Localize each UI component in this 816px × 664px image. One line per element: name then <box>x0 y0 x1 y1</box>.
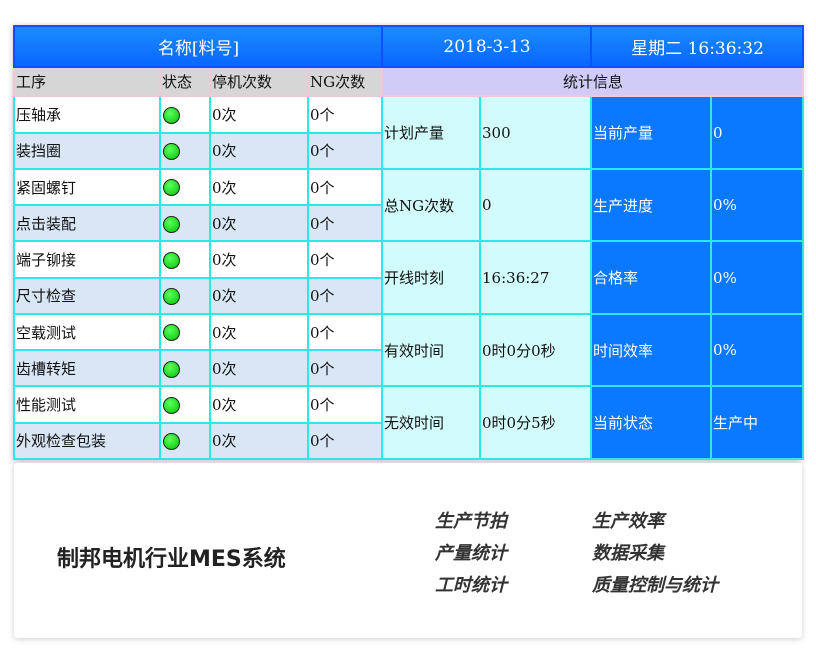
weekday-time-display: 星期二 16:36:32 <box>590 24 805 69</box>
status-indicator-icon <box>163 288 180 306</box>
stop-count: 0次 <box>209 204 309 243</box>
process-row: 点击装配 0次 0个 <box>13 204 803 243</box>
process-name: 点击装配 <box>13 204 161 243</box>
ng-count: 0个 <box>306 95 384 134</box>
feature-item: 生产效率 <box>592 511 664 532</box>
process-row: 性能测试 0次 0个 无效时间 0时0分5秒 当前状态 生产中 <box>13 385 805 460</box>
status-indicator-icon <box>163 433 180 451</box>
ng-count: 0个 <box>306 276 384 315</box>
date-display: 2018-3-13 <box>381 24 593 69</box>
stat-label: 当前产量 <box>590 95 713 170</box>
column-header-ng: NG次数 <box>306 66 384 98</box>
ng-count: 0个 <box>306 131 384 170</box>
stat-value: 0% <box>710 312 805 388</box>
stat-label: 无效时间 <box>381 385 482 460</box>
process-row: 尺寸检查 0次 0个 <box>13 276 803 315</box>
column-header-process: 工序 <box>13 66 161 98</box>
status-indicator-icon <box>163 143 180 161</box>
stat-label: 总NG次数 <box>381 167 482 243</box>
system-info-card: 制邦电机行业MES系统 生产节拍 生产效率 产量统计 数据采集 工时统计 质量控… <box>14 463 802 638</box>
feature-item: 生产节拍 <box>435 511 507 532</box>
stat-value: 0 <box>710 95 805 170</box>
process-name: 紧固螺钉 <box>13 167 161 207</box>
stop-count: 0次 <box>209 131 309 170</box>
stat-label: 开线时刻 <box>381 240 482 315</box>
ng-count: 0个 <box>306 421 384 461</box>
process-row: 端子铆接 0次 0个 开线时刻 16:36:27 合格率 0% <box>13 240 805 315</box>
process-name: 外观检查包装 <box>13 421 161 461</box>
stat-label: 生产进度 <box>590 167 713 243</box>
stop-count: 0次 <box>209 276 309 315</box>
process-row: 外观检查包装 0次 0个 <box>13 421 803 461</box>
process-row: 装挡圈 0次 0个 <box>13 131 803 170</box>
stat-label: 有效时间 <box>381 312 482 388</box>
status-indicator-icon <box>163 215 180 233</box>
stop-count: 0次 <box>209 349 309 388</box>
status-cell <box>159 276 211 315</box>
status-cell <box>159 131 211 170</box>
status-cell <box>159 385 211 424</box>
ng-count: 0个 <box>306 240 384 279</box>
stat-label: 时间效率 <box>590 312 713 388</box>
status-cell <box>159 312 211 352</box>
ng-count: 0个 <box>306 167 384 207</box>
process-row: 空载测试 0次 0个 有效时间 0时0分0秒 时间效率 0% <box>13 312 805 388</box>
column-header-status: 状态 <box>159 66 211 98</box>
ng-count: 0个 <box>306 385 384 424</box>
process-name: 装挡圈 <box>13 131 161 170</box>
stat-value: 0% <box>710 240 805 315</box>
status-cell <box>159 349 211 388</box>
stop-count: 0次 <box>209 385 309 424</box>
stat-label: 合格率 <box>590 240 713 315</box>
system-title: 制邦电机行业MES系统 <box>57 547 286 572</box>
status-cell <box>159 204 211 243</box>
stat-value: 0时0分5秒 <box>479 385 593 460</box>
stat-label: 当前状态 <box>590 385 713 460</box>
stats-title: 统计信息 <box>381 66 805 98</box>
stop-count: 0次 <box>209 95 309 134</box>
status-indicator-icon <box>163 179 180 197</box>
process-name: 空载测试 <box>13 312 161 352</box>
status-cell <box>159 167 211 207</box>
stat-value: 16:36:27 <box>479 240 593 315</box>
process-name: 端子铆接 <box>13 240 161 279</box>
product-name-header: 名称[料号] <box>12 24 384 69</box>
process-row: 压轴承 0次 0个 计划产量 300 当前产量 0 <box>13 95 805 170</box>
feature-item: 数据采集 <box>592 543 664 564</box>
stat-label: 计划产量 <box>381 95 482 170</box>
status-indicator-icon <box>163 396 180 414</box>
column-header-stops: 停机次数 <box>209 66 309 98</box>
status-cell <box>159 421 211 461</box>
status-cell <box>159 240 211 279</box>
feature-item: 工时统计 <box>435 575 507 596</box>
process-name: 性能测试 <box>13 385 161 424</box>
stop-count: 0次 <box>209 421 309 461</box>
status-indicator-icon <box>163 360 180 378</box>
status-cell <box>159 95 211 134</box>
stop-count: 0次 <box>209 240 309 279</box>
stat-value: 0时0分0秒 <box>479 312 593 388</box>
stat-value: 0 <box>479 167 593 243</box>
mes-dashboard-panel: 名称[料号] 2018-3-13 星期二 16:36:32 工序 状态 停机次数… <box>12 24 805 461</box>
stat-value: 生产中 <box>710 385 805 460</box>
ng-count: 0个 <box>306 312 384 352</box>
stat-value: 0% <box>710 167 805 243</box>
process-row: 紧固螺钉 0次 0个 总NG次数 0 生产进度 0% <box>13 167 805 243</box>
process-name: 压轴承 <box>13 95 161 134</box>
process-name: 尺寸检查 <box>13 276 161 315</box>
process-row: 齿槽转矩 0次 0个 <box>13 349 803 388</box>
feature-item: 产量统计 <box>435 543 507 564</box>
status-indicator-icon <box>163 106 180 124</box>
stop-count: 0次 <box>209 167 309 207</box>
feature-item: 质量控制与统计 <box>592 575 718 596</box>
status-indicator-icon <box>163 324 180 342</box>
ng-count: 0个 <box>306 349 384 388</box>
stat-value: 300 <box>479 95 593 170</box>
status-indicator-icon <box>163 251 180 269</box>
ng-count: 0个 <box>306 204 384 243</box>
stop-count: 0次 <box>209 312 309 352</box>
process-name: 齿槽转矩 <box>13 349 161 388</box>
dashboard-table: 名称[料号] 2018-3-13 星期二 16:36:32 工序 状态 停机次数… <box>12 24 805 461</box>
